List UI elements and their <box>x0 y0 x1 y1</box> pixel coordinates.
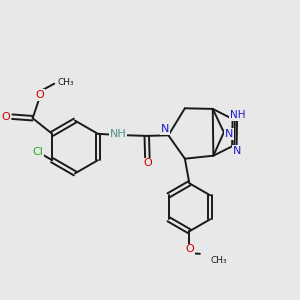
Text: NH: NH <box>110 129 127 139</box>
Text: O: O <box>143 158 152 169</box>
Text: N: N <box>225 129 233 139</box>
Text: CH₃: CH₃ <box>211 256 228 265</box>
Text: O: O <box>2 112 11 122</box>
Text: NH: NH <box>230 110 245 120</box>
Text: O: O <box>36 90 44 100</box>
Text: CH₃: CH₃ <box>58 78 74 87</box>
Text: Cl: Cl <box>32 147 43 157</box>
Text: N: N <box>161 124 170 134</box>
Text: N: N <box>233 146 242 156</box>
Text: O: O <box>185 244 194 254</box>
